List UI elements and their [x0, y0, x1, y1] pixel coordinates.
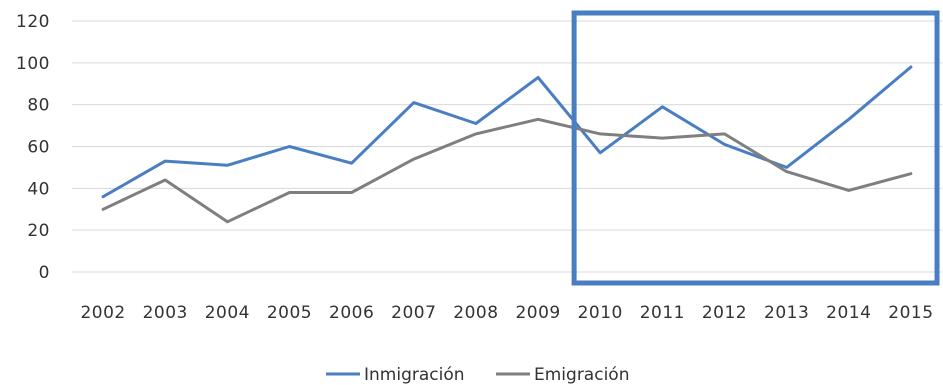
x-tick-label: 2003 [143, 303, 188, 323]
y-tick-label: 60 [27, 138, 50, 158]
x-tick-label: 2009 [515, 303, 560, 323]
legend-label: Inmigración [364, 365, 465, 385]
gridlines [72, 20, 942, 273]
x-tick-label: 2011 [640, 303, 685, 323]
y-tick-label: 40 [27, 179, 50, 199]
highlight-box [571, 10, 940, 286]
legend-label: Emigración [534, 365, 629, 385]
y-axis: 0 20 40 60 80 100 120 [16, 12, 50, 283]
x-tick-label: 2013 [764, 303, 809, 323]
y-tick-label: 20 [27, 221, 50, 241]
series-line-inmigracion [101, 65, 913, 199]
y-tick-label: 120 [16, 12, 50, 32]
series-lines [101, 65, 913, 224]
x-tick-label: 2008 [453, 303, 498, 323]
x-tick-label: 2005 [267, 303, 312, 323]
x-axis: 2002 2003 2004 2005 2006 2007 2008 2009 2010 2011… [80, 303, 933, 323]
x-tick-label: 2014 [826, 303, 871, 323]
x-tick-label: 2015 [888, 303, 933, 323]
y-tick-label: 100 [16, 54, 50, 74]
x-tick-label: 2012 [702, 303, 747, 323]
y-tick-label: 80 [27, 96, 50, 116]
y-tick-label: 0 [39, 263, 50, 283]
legend: Inmigración Emigración [326, 365, 629, 385]
x-tick-label: 2006 [329, 303, 374, 323]
series-line-emigracion [101, 117, 913, 224]
x-tick-label: 2010 [578, 303, 623, 323]
x-tick-label: 2007 [391, 303, 436, 323]
annotations [571, 10, 940, 286]
x-tick-label: 2004 [205, 303, 250, 323]
x-tick-label: 2002 [80, 303, 125, 323]
